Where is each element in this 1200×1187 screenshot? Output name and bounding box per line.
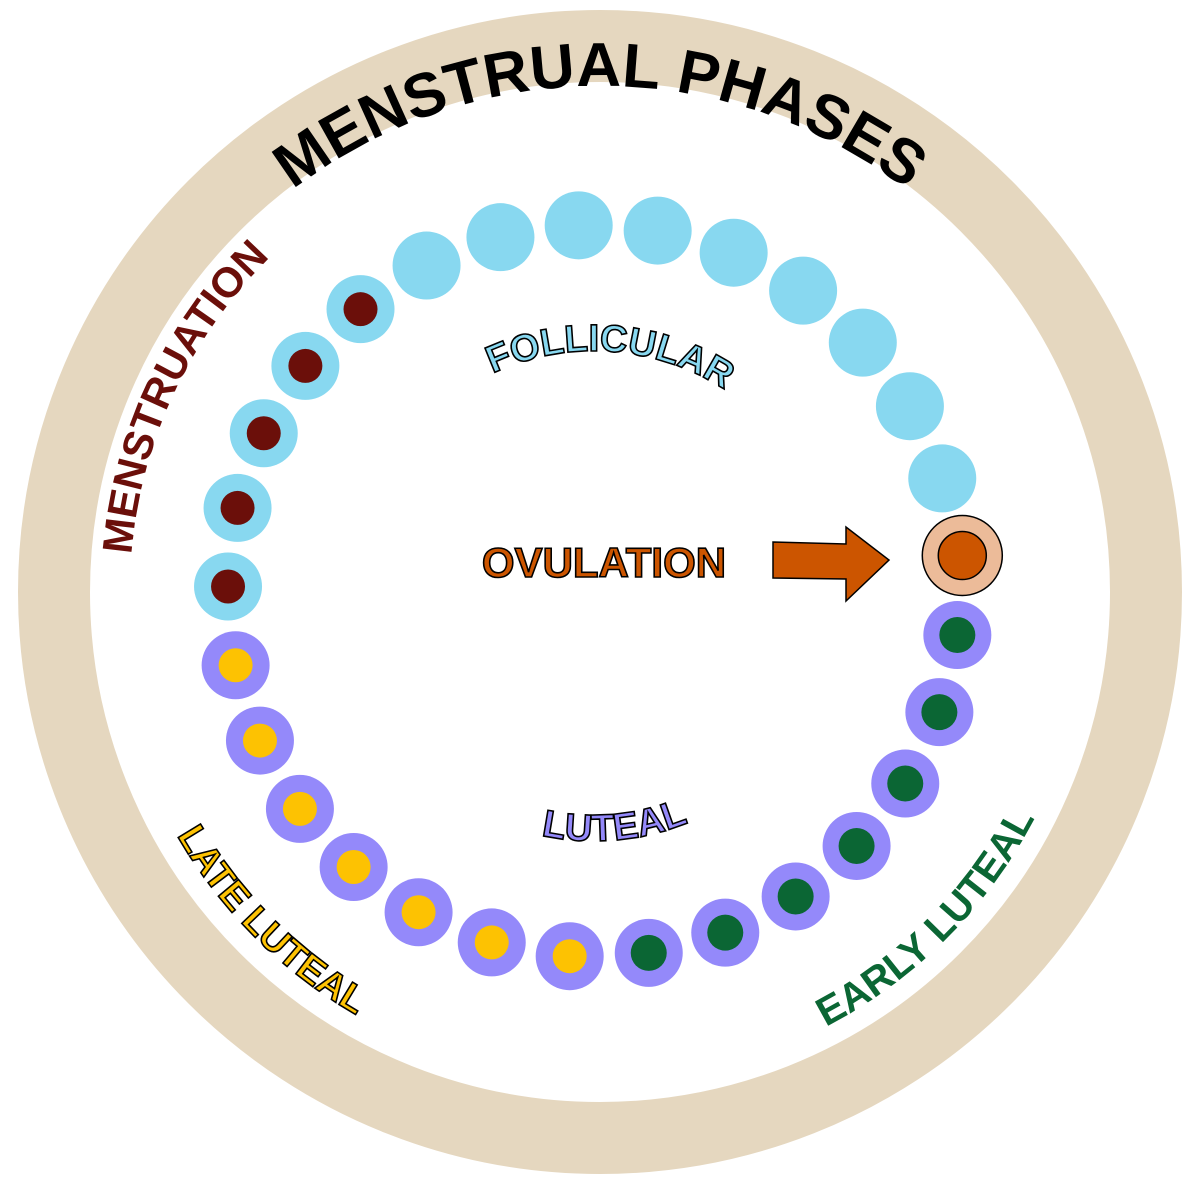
- day-circle-follicular: [769, 256, 838, 325]
- day-circle-early-luteal: [871, 749, 940, 818]
- day-circle-inner: [288, 348, 323, 383]
- day-circle-inner: [937, 530, 988, 581]
- day-circle-menstruation: [229, 399, 298, 468]
- day-circle-inner: [921, 694, 958, 731]
- day-circle-inner: [939, 617, 976, 654]
- day-circle-late-luteal: [535, 922, 604, 991]
- day-circle-follicular: [908, 444, 977, 513]
- day-circle-outer: [466, 203, 535, 272]
- cycle-day-circles: [194, 191, 1004, 991]
- arrow-icon: [772, 525, 891, 603]
- day-circle-inner: [343, 292, 378, 327]
- day-circle-outer: [908, 444, 977, 513]
- day-circle-outer: [828, 308, 897, 377]
- day-circle-inner: [777, 878, 814, 915]
- day-circle-outer: [769, 256, 838, 325]
- day-circle-follicular: [544, 191, 613, 260]
- day-circle-late-luteal: [265, 774, 334, 843]
- day-circle-early-luteal: [923, 601, 992, 670]
- day-circle-inner: [211, 569, 246, 604]
- day-circle-early-luteal: [905, 678, 974, 747]
- day-circle-late-luteal: [319, 833, 388, 902]
- day-circle-inner: [282, 791, 317, 826]
- day-circle-inner: [474, 925, 509, 960]
- day-circle-early-luteal: [822, 811, 891, 880]
- day-circle-inner: [246, 416, 281, 451]
- day-circle-inner: [220, 490, 255, 525]
- day-circle-late-luteal: [384, 878, 453, 947]
- day-circle-early-luteal: [691, 898, 760, 967]
- outer-ring: [18, 10, 1182, 1174]
- label-ovulation: OVULATION: [482, 539, 726, 586]
- day-circle-outer: [875, 372, 944, 441]
- day-circle-menstruation: [326, 275, 395, 344]
- label-luteal: LUTEAL: [540, 792, 692, 851]
- day-circle-menstruation: [271, 331, 340, 400]
- day-circle-late-luteal: [201, 631, 270, 700]
- day-circle-follicular: [699, 218, 768, 287]
- day-circle-inner: [707, 914, 744, 951]
- day-circle-follicular: [466, 203, 535, 272]
- day-circle-follicular: [828, 308, 897, 377]
- day-circle-inner: [401, 895, 436, 930]
- day-circle-menstruation: [194, 552, 263, 621]
- day-circle-inner: [838, 827, 875, 864]
- day-circle-early-luteal: [614, 918, 683, 987]
- day-circle-inner: [552, 939, 587, 974]
- day-circle-early-luteal: [761, 862, 830, 931]
- day-circle-late-luteal: [457, 908, 526, 977]
- day-circle-follicular: [875, 372, 944, 441]
- day-circle-follicular: [623, 196, 692, 265]
- day-circle-late-luteal: [225, 706, 294, 775]
- label-follicular: FOLLICULAR: [480, 318, 741, 397]
- day-circle-outer: [544, 191, 613, 260]
- day-circle-inner: [630, 934, 667, 971]
- day-circle-ovulation: [921, 514, 1004, 597]
- day-circle-inner: [887, 765, 924, 802]
- day-circle-outer: [392, 231, 461, 300]
- day-circle-outer: [699, 218, 768, 287]
- day-circle-menstruation: [203, 473, 272, 542]
- day-circle-inner: [336, 850, 371, 885]
- day-circle-outer: [623, 196, 692, 265]
- day-circle-follicular: [392, 231, 461, 300]
- diagram-title: MENSTRUAL PHASES: [261, 31, 939, 201]
- day-circle-inner: [218, 648, 253, 683]
- day-circle-inner: [242, 723, 277, 758]
